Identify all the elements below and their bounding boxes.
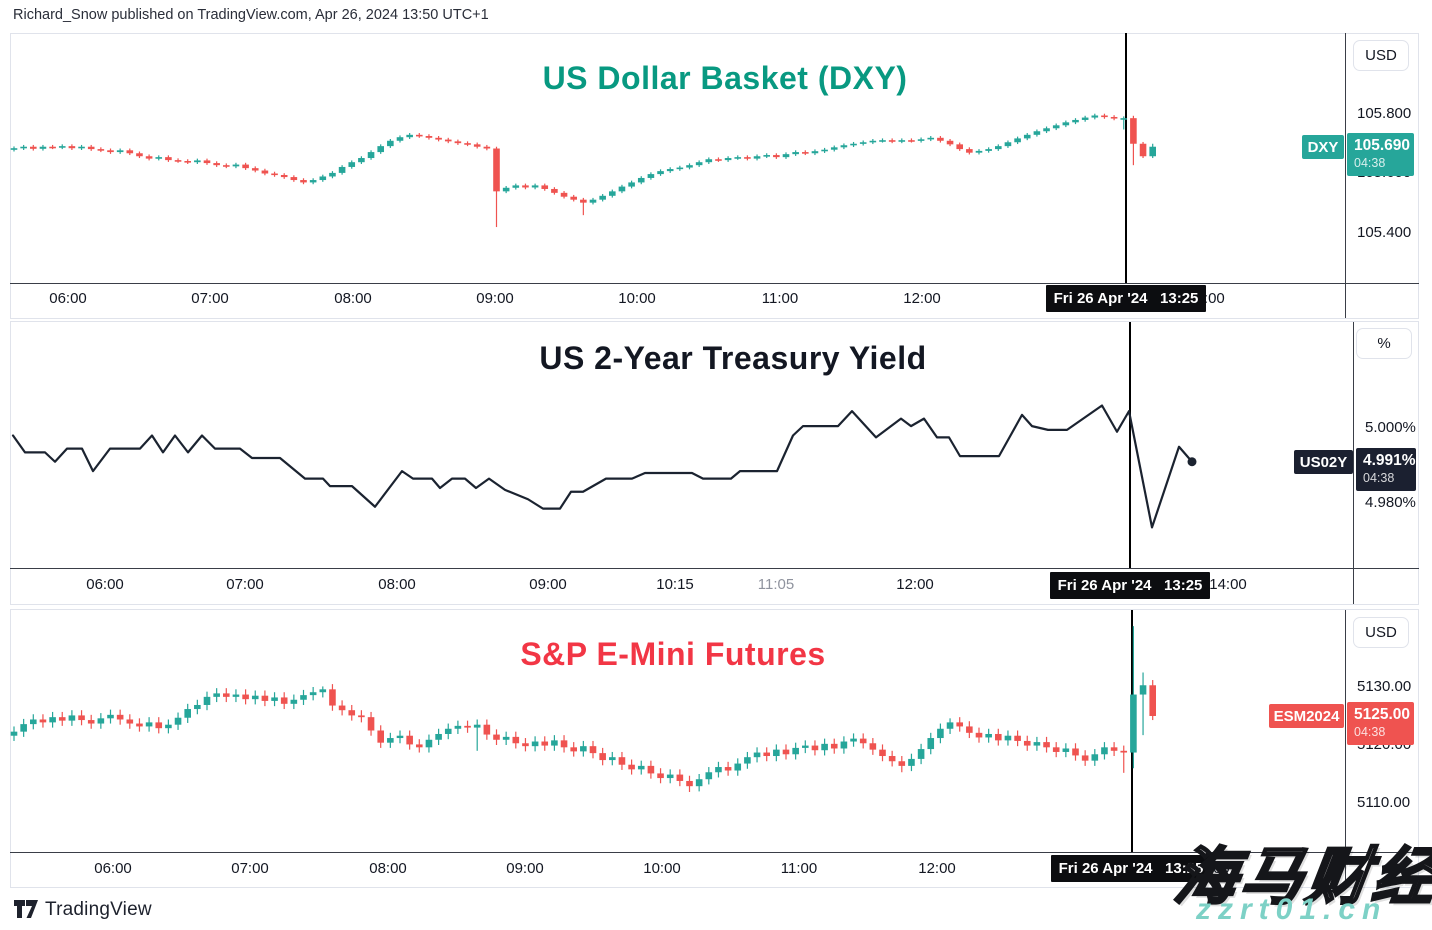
time-tick-label: 06:00	[49, 290, 87, 307]
time-tick-label: 06:00	[86, 576, 124, 593]
price-tick-label: 5.000%	[1365, 419, 1416, 436]
price-tick-label: 105.400	[1357, 224, 1412, 241]
time-axis-border	[10, 283, 1419, 284]
time-tick-label: 08:00	[369, 860, 407, 877]
watermark-url-text: zzrt01.cn	[1196, 893, 1388, 926]
time-tick-label: 12:00	[918, 860, 956, 877]
ticker-badge-dxy: DXY	[1302, 135, 1344, 159]
time-tick-label: 09:00	[476, 290, 514, 307]
crosshair-time-badge: Fri 26 Apr '24 13:25	[1046, 285, 1206, 312]
percent-unit-button[interactable]: %	[1356, 328, 1412, 359]
price-tick-label: 105.800	[1357, 105, 1412, 122]
time-tick-label: 09:00	[529, 576, 567, 593]
time-tick-label: 07:00	[231, 860, 269, 877]
price-axis-border	[1353, 322, 1354, 604]
crosshair-line	[1129, 322, 1131, 568]
chart-title-es: S&P E-Mini Futures	[520, 636, 826, 672]
last-price-badge-es: 5125.00 04:38	[1347, 702, 1414, 745]
price-axis-border	[1345, 610, 1346, 888]
crosshair-time-badge: Fri 26 Apr '24 13:25	[1050, 572, 1210, 599]
time-tick-label: 11:00	[780, 860, 818, 877]
time-tick-label: 11:05	[757, 576, 795, 593]
time-tick-label: 11:00	[761, 290, 799, 307]
candlestick-plot-es[interactable]	[10, 610, 1345, 852]
chart-title-us02y: US 2-Year Treasury Yield	[539, 340, 927, 376]
time-tick-label: 08:00	[378, 576, 416, 593]
chart-frame	[10, 33, 1419, 888]
last-price-badge-us02y: 4.991% 04:38	[1356, 448, 1416, 491]
time-tick-label: 10:15	[656, 576, 694, 593]
time-axis-border	[10, 568, 1419, 569]
last-price-badge-dxy: 105.690 04:38	[1347, 133, 1414, 176]
price-tick-label: 4.980%	[1365, 494, 1416, 511]
time-tick-label: 07:00	[191, 290, 229, 307]
tradingview-brand-link[interactable]: TradingView	[45, 899, 152, 920]
ticker-badge-us02y: US02Y	[1294, 450, 1353, 474]
price-axis-border	[1345, 33, 1346, 318]
time-tick-label: 14:00	[1209, 576, 1247, 593]
time-tick-label: 12:00	[896, 576, 934, 593]
line-plot-us02y[interactable]	[10, 322, 1353, 568]
time-tick-label: 12:00	[903, 290, 941, 307]
time-tick-label: 08:00	[334, 290, 372, 307]
crosshair-time-badge: Fri 26 Apr '24 13:25	[1051, 855, 1211, 882]
time-tick-label: 10:00	[618, 290, 656, 307]
time-axis-border	[10, 852, 1419, 853]
panel-separator[interactable]	[10, 318, 1419, 322]
attribution-text: Richard_Snow published on TradingView.co…	[13, 7, 489, 23]
time-tick-label: 07:00	[226, 576, 264, 593]
candlestick-plot-dxy[interactable]	[10, 33, 1345, 283]
time-tick-label: 06:00	[94, 860, 132, 877]
time-tick-label: 10:00	[643, 860, 681, 877]
currency-unit-button[interactable]: USD	[1353, 617, 1409, 648]
crosshair-line	[1125, 33, 1127, 283]
price-tick-label: 5110.00	[1357, 794, 1411, 811]
ticker-badge-es: ESM2024	[1269, 704, 1344, 728]
price-tick-label: 5130.00	[1357, 678, 1412, 695]
tradingview-logo-icon[interactable]	[13, 898, 40, 921]
time-tick-label: 09:00	[506, 860, 544, 877]
chart-title-dxy: US Dollar Basket (DXY)	[542, 60, 908, 96]
currency-unit-button[interactable]: USD	[1353, 40, 1409, 71]
panel-separator[interactable]	[10, 604, 1419, 610]
